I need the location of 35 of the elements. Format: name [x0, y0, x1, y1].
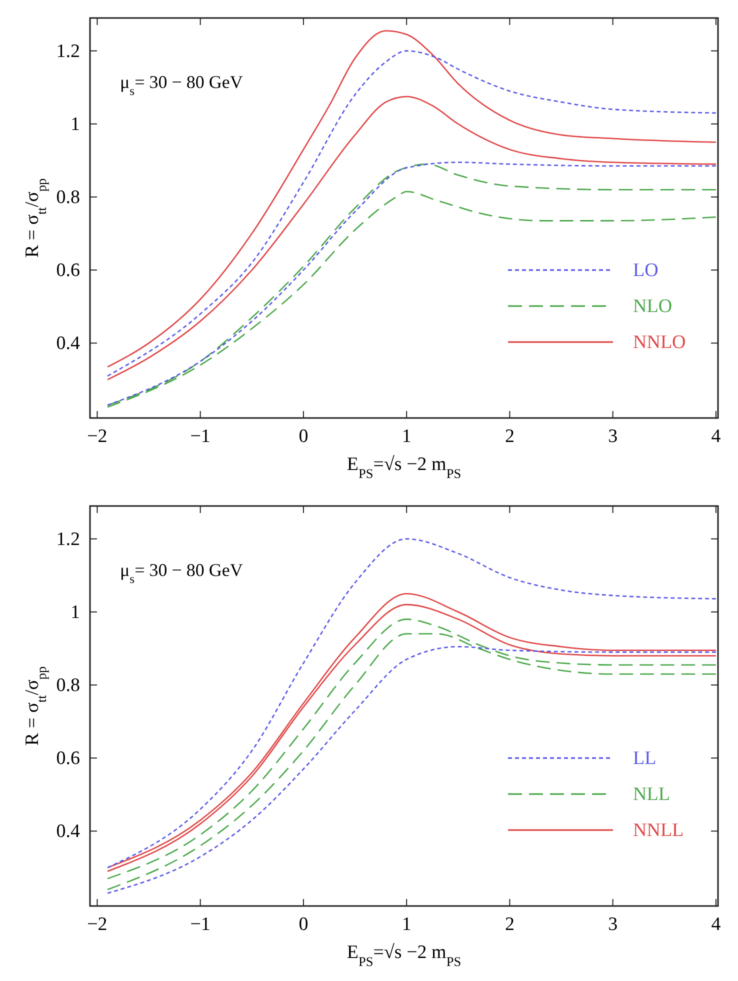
y-tick-label: 0.6 [56, 748, 80, 770]
y-tick-label: 0.8 [56, 186, 80, 208]
y-tick-label: 1.2 [56, 528, 80, 550]
x-tick-label: 4 [711, 914, 722, 935]
line-series [106, 538, 717, 868]
x-tick-label: −2 [87, 914, 108, 935]
x-tick-label: 0 [298, 914, 308, 935]
x-tick-label: −1 [190, 426, 210, 447]
text: LL [633, 748, 656, 770]
text: NNLO [633, 332, 686, 354]
x-tick-label: 2 [504, 914, 514, 935]
annotation: μ$_{s}$= 30 − 80 GeV [120, 560, 243, 586]
annotation: μ$_{s}$= 30 − 80 GeV [120, 72, 243, 98]
x-tick-label: 1 [402, 914, 412, 935]
text: LO [633, 260, 658, 282]
x-tick-label: 3 [608, 914, 618, 935]
text: NLO [633, 296, 672, 318]
y-tick-label: 1.2 [56, 40, 80, 62]
x-tick-label: −1 [190, 914, 210, 935]
x-tick-label: 2 [504, 426, 514, 447]
y-tick-label: 0.4 [56, 333, 80, 354]
x-tick-label: 1 [402, 426, 412, 447]
y-tick-label: 1 [70, 114, 80, 135]
x-axis-title: E$_{PS}$=√s −2 m$_{PS}$ [346, 942, 462, 968]
y-tick-label: 0.4 [56, 821, 80, 842]
x-tick-label: 4 [711, 426, 722, 447]
text: NNLL [633, 820, 684, 842]
x-axis-title: E$_{PS}$=√s −2 m$_{PS}$ [346, 454, 462, 480]
y-tick-label: 0.8 [56, 674, 80, 696]
y-tick-label: 1 [70, 602, 80, 623]
x-tick-label: −2 [87, 426, 108, 447]
x-tick-label: 3 [608, 426, 618, 447]
x-tick-label: 0 [298, 426, 308, 447]
text: NLL [633, 784, 670, 806]
y-tick-label: 0.6 [56, 260, 80, 282]
